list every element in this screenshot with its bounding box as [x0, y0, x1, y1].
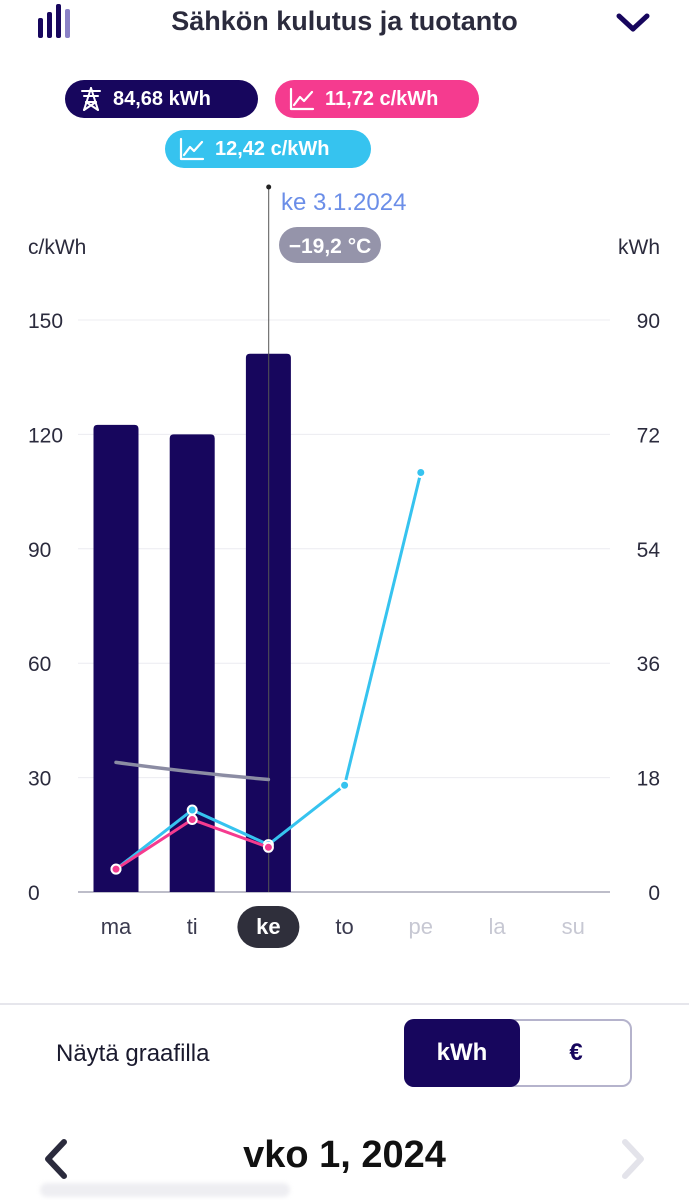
price-point: [186, 804, 198, 816]
left-tick-label: 0: [28, 882, 40, 905]
x-tick-label: ti: [187, 914, 198, 939]
price-cyan-value: 12,42 c/kWh: [215, 137, 330, 160]
chevron-right-icon[interactable]: [617, 1136, 649, 1182]
temperature-value: −19,2 °C: [289, 235, 372, 258]
line-chart-icon: [179, 137, 205, 161]
divider: [0, 1003, 689, 1005]
price-point: [186, 814, 198, 826]
left-tick-label: 60: [28, 653, 51, 676]
x-tick-label: ke: [256, 914, 280, 939]
consumption-bar: [93, 424, 139, 892]
line-chart-icon: [289, 87, 315, 111]
power-tower-icon: [81, 87, 101, 111]
x-tick-label: la: [488, 914, 506, 939]
left-tick-label: 120: [28, 424, 63, 447]
temperature-line: [114, 760, 271, 782]
chevron-down-icon[interactable]: [614, 10, 652, 36]
right-tick-label: 18: [637, 768, 660, 791]
left-tick-label: 30: [28, 768, 51, 791]
selected-date: ke 3.1.2024: [281, 189, 406, 216]
left-axis-label: c/kWh: [28, 236, 86, 259]
week-label: vko 1, 2024: [243, 1134, 446, 1176]
consumption-bar: [169, 434, 215, 892]
bar-chart-icon[interactable]: [36, 4, 76, 38]
x-tick-label: pe: [409, 914, 433, 939]
x-tick-label: su: [562, 914, 585, 939]
price-cyan-pill: 12,42 c/kWh: [165, 130, 371, 168]
right-tick-label: 72: [637, 424, 660, 447]
left-tick-label: 150: [28, 310, 63, 333]
page-title: Sähkön kulutus ja tuotanto: [171, 6, 518, 36]
scroll-hint: [40, 1183, 290, 1197]
left-tick-label: 90: [28, 539, 51, 562]
price-point: [262, 841, 274, 853]
right-axis-label: kWh: [618, 236, 660, 259]
right-tick-label: 0: [648, 882, 660, 905]
right-tick-label: 36: [637, 653, 660, 676]
right-tick-label: 90: [637, 310, 660, 333]
consumption-chart[interactable]: c/kWh kWh 0 0 30 18 60 36 90 54 120 72 150 90 ke 3.1.2…: [0, 180, 689, 970]
selected-day-chip: [237, 906, 300, 948]
x-tick-label: to: [335, 914, 353, 939]
temperature-badge: [279, 227, 381, 263]
kwh-toggle-button[interactable]: kWh: [404, 1019, 520, 1087]
price-point: [415, 467, 427, 479]
price-point: [110, 863, 122, 875]
price-pink-pill: 11,72 c/kWh: [275, 80, 479, 118]
x-tick-label: ma: [101, 914, 132, 939]
chevron-left-icon[interactable]: [40, 1136, 72, 1182]
eur-toggle-button[interactable]: €: [569, 1039, 583, 1066]
selection-marker-dot: [266, 184, 272, 190]
consumption-pill: 84,68 kWh: [65, 80, 258, 118]
price-point: [339, 779, 351, 791]
header: Sähkön kulutus ja tuotanto: [0, 0, 689, 50]
show-on-graph-label: Näytä graafilla: [56, 1040, 210, 1067]
price-pink-value: 11,72 c/kWh: [325, 87, 439, 110]
consumption-value: 84,68 kWh: [113, 87, 211, 110]
right-tick-label: 54: [637, 539, 661, 562]
